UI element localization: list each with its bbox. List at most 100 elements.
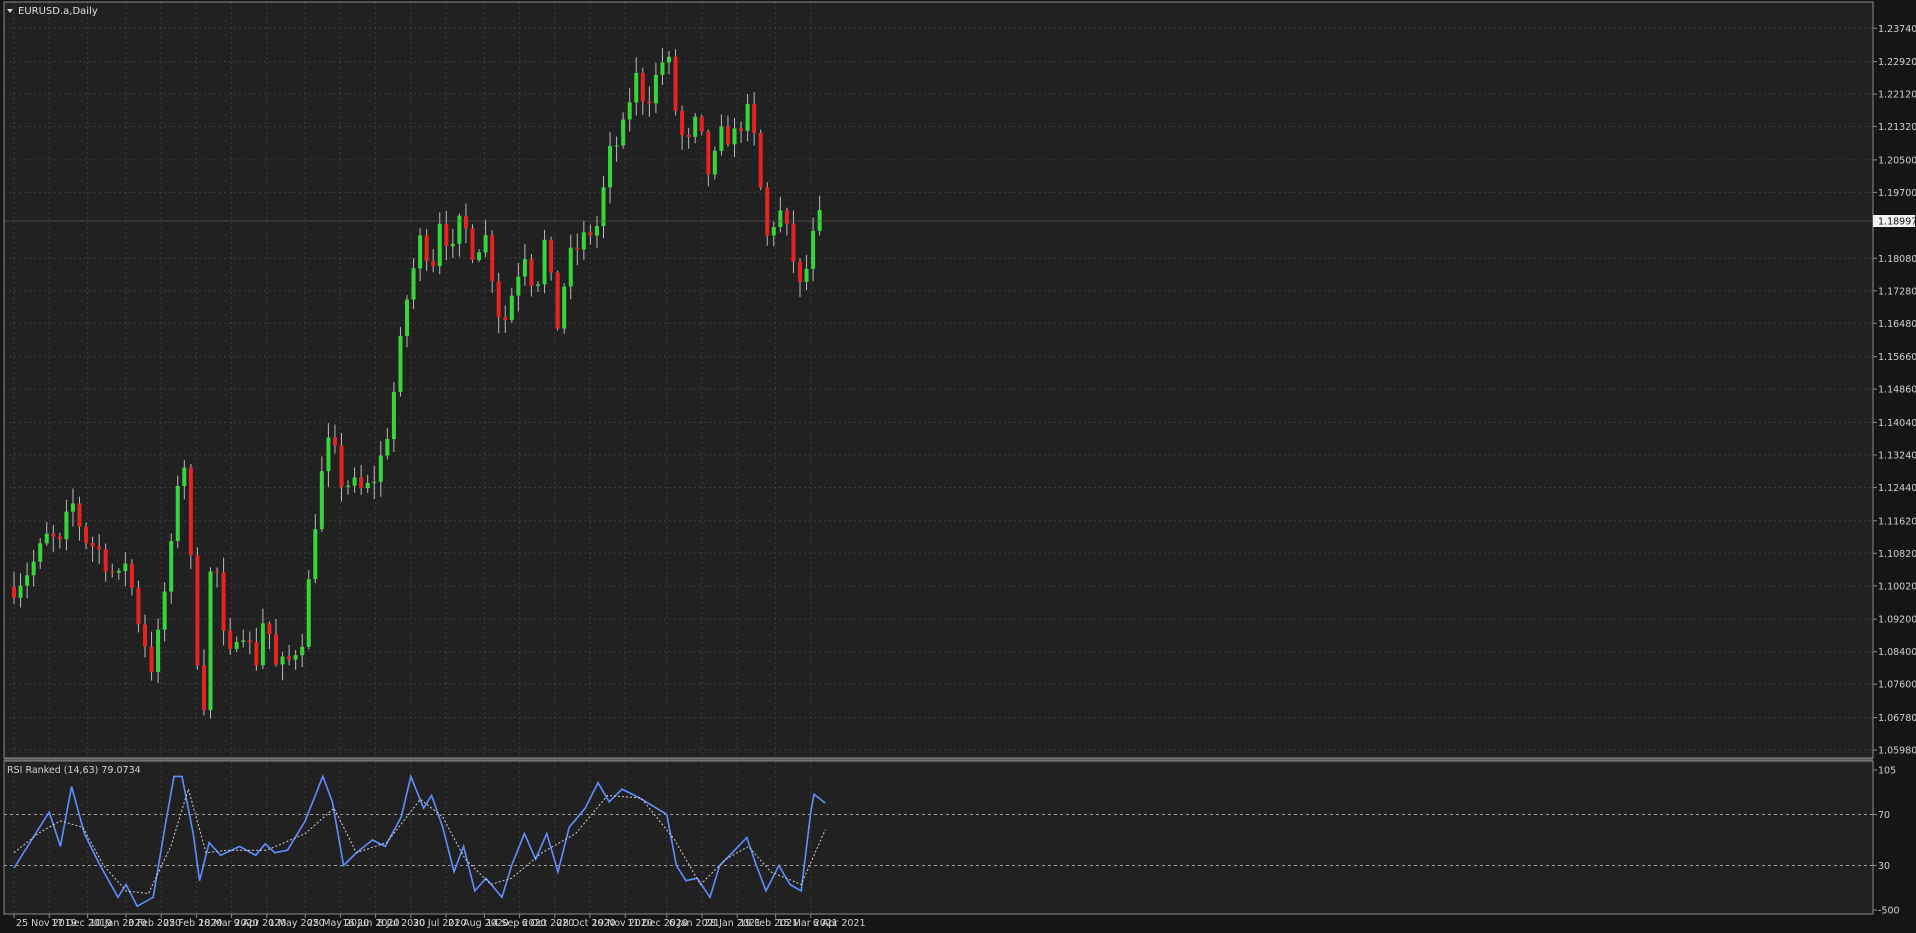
candle-bear xyxy=(90,543,95,547)
candle-bear xyxy=(725,126,730,145)
candle-bear xyxy=(503,317,508,320)
triangle-down-icon[interactable] xyxy=(7,9,13,13)
rsi-indicator-label: RSI Ranked (14,63) 79.0734 xyxy=(7,765,141,776)
candle-bear xyxy=(424,235,429,262)
price-tick-label: 1.18080 xyxy=(1878,254,1916,265)
candle-bear xyxy=(84,526,89,544)
candle-bear xyxy=(359,477,364,489)
x-tick-label: 30 Jul 2020 xyxy=(413,918,467,929)
candle-bull xyxy=(477,252,482,260)
candle-bull xyxy=(542,239,547,285)
x-tick-label: 19 Feb 2021 xyxy=(739,918,798,929)
price-tick-label: 1.16480 xyxy=(1878,319,1916,330)
candle-bull xyxy=(64,511,69,540)
candle-bear xyxy=(555,272,560,329)
rsi-panel[interactable] xyxy=(4,761,1873,914)
candle-bull xyxy=(411,268,416,300)
rsi-tick-label: 30 xyxy=(1878,861,1890,872)
x-tick-label: 21 Aug 2020 xyxy=(448,918,509,929)
candle-bull xyxy=(562,286,567,329)
candle-bear xyxy=(247,640,252,643)
price-tick-label: 1.07600 xyxy=(1878,680,1916,691)
candle-bull xyxy=(169,541,174,592)
candle-bear xyxy=(215,571,220,573)
price-tick-label: 1.19700 xyxy=(1878,188,1916,199)
x-tick-label: 3 Feb 2020 xyxy=(128,918,181,929)
x-tick-label: 28 Oct 2020 xyxy=(557,918,616,929)
x-tick-label: 25 May 2020 xyxy=(307,918,369,929)
price-panel[interactable] xyxy=(4,2,1873,758)
price-tick-label: 1.13240 xyxy=(1878,450,1916,461)
candlestick-series xyxy=(12,48,822,719)
price-tick-label: 1.05980 xyxy=(1878,746,1916,757)
candle-bull xyxy=(123,563,128,571)
candle-bear xyxy=(149,646,154,673)
candle-bear xyxy=(110,571,115,573)
candle-bull xyxy=(352,477,357,486)
candle-bull xyxy=(234,642,239,650)
candle-bull xyxy=(660,62,665,75)
price-tick-label: 1.21320 xyxy=(1878,122,1916,133)
candle-bear xyxy=(588,232,593,236)
candle-bull xyxy=(627,102,632,120)
candle-bear xyxy=(12,586,16,598)
x-tick-label: 18 Mar 2020 xyxy=(198,918,258,929)
candle-bull xyxy=(313,529,318,580)
candle-bear xyxy=(549,239,554,273)
candle-bear xyxy=(673,56,678,111)
candle-bear xyxy=(575,247,580,250)
candle-bull xyxy=(614,145,619,147)
candle-bull xyxy=(653,74,658,104)
candle-bear xyxy=(444,223,449,247)
x-tick-label: 17 Dec 2019 xyxy=(51,918,112,929)
x-tick-label: 1 May 2020 xyxy=(269,918,325,929)
candle-bull xyxy=(732,128,737,145)
candle-bull xyxy=(378,455,383,482)
candle-bull xyxy=(260,623,265,666)
candle-bear xyxy=(57,536,62,540)
candle-bear xyxy=(267,623,272,635)
candle-bull xyxy=(306,579,311,647)
candle-bear xyxy=(287,656,292,660)
candle-bear xyxy=(470,228,475,260)
candle-bear xyxy=(274,634,278,665)
candle-bear xyxy=(686,134,691,137)
price-tick-label: 1.14860 xyxy=(1878,385,1916,396)
x-tick-label: 28 Jan 2021 xyxy=(704,918,761,929)
candle-bull xyxy=(601,187,606,227)
candle-bear xyxy=(490,235,495,282)
x-tick-label: 11 Dec 2020 xyxy=(627,918,688,929)
candle-bull xyxy=(509,295,514,320)
candle-bull xyxy=(31,561,36,576)
candle-bull xyxy=(38,543,43,562)
candle-bull xyxy=(319,471,324,530)
candle-bear xyxy=(699,116,704,132)
candle-bull xyxy=(804,268,809,282)
candle-bull xyxy=(300,646,305,656)
candle-bear xyxy=(136,587,141,625)
x-tick-label: 10 Jan 2020 xyxy=(90,918,147,929)
candle-bear xyxy=(784,210,789,224)
rsi-series xyxy=(13,773,826,908)
candle-bull xyxy=(156,629,161,673)
candle-bull xyxy=(719,126,724,151)
candle-bear xyxy=(752,104,757,133)
candle-bull xyxy=(391,391,396,440)
candle-bull xyxy=(418,235,423,269)
x-tick-label: 25 Nov 2019 xyxy=(16,918,77,929)
candle-bull xyxy=(437,223,442,267)
price-tick-label: 1.14040 xyxy=(1878,418,1916,429)
candle-bull xyxy=(811,230,816,269)
x-tick-label: 15 Mar 2021 xyxy=(778,918,838,929)
candle-bull xyxy=(70,503,75,512)
price-panel-frame xyxy=(3,1,1874,759)
x-tick-label: 19 Nov 2020 xyxy=(592,918,653,929)
candle-bull xyxy=(398,335,403,392)
candle-bull xyxy=(182,467,187,487)
candle-bear xyxy=(201,665,206,711)
x-tick-label: 25 Feb 2020 xyxy=(163,918,222,929)
candle-bear xyxy=(332,437,337,446)
candle-bear xyxy=(640,72,645,102)
